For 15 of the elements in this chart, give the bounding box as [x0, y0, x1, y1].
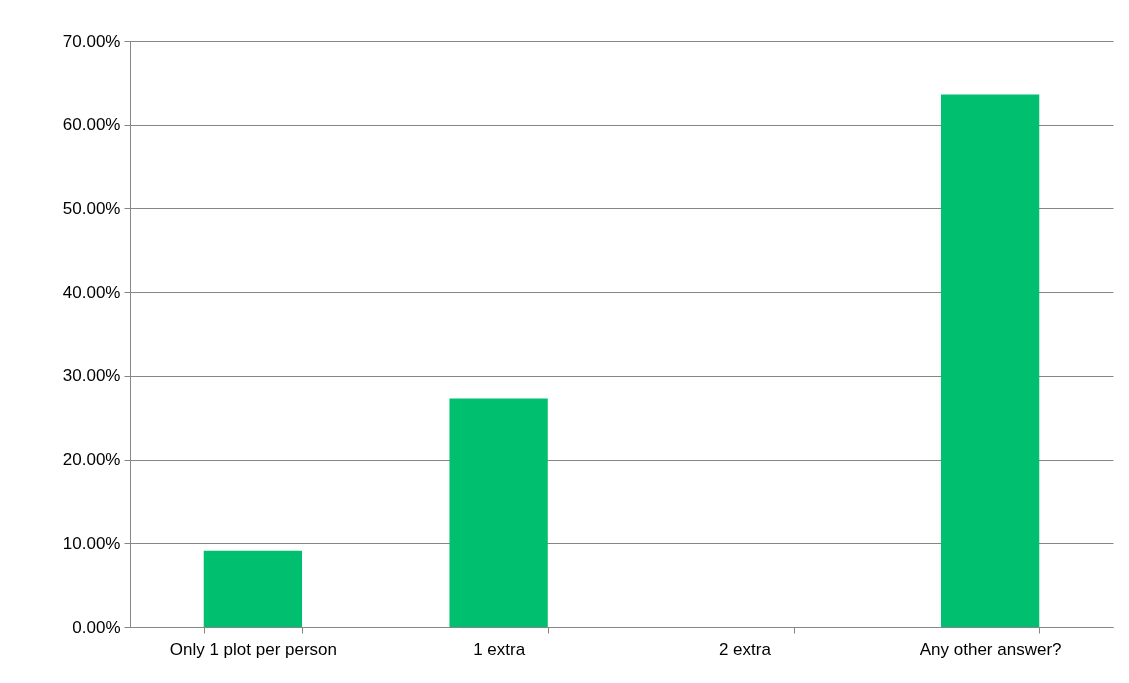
y-tick-label: 40.00% [62, 282, 121, 302]
bar [203, 550, 303, 627]
y-tick-label: 60.00% [62, 115, 121, 135]
x-tick-label: Only 1 plot per person [169, 639, 338, 659]
bar [940, 94, 1040, 627]
x-tick-label: 1 extra [473, 639, 526, 659]
y-tick-label: 0.00% [72, 617, 121, 637]
y-tick-label: 70.00% [62, 31, 121, 51]
bar [449, 398, 548, 627]
x-tick-label: Any other answer? [919, 639, 1062, 659]
y-tick-label: 20.00% [62, 450, 121, 470]
y-tick-label: 50.00% [62, 198, 121, 218]
y-tick-label: 30.00% [62, 366, 121, 386]
y-tick-label: 10.00% [62, 533, 121, 553]
x-tick-label: 2 extra [718, 639, 772, 659]
